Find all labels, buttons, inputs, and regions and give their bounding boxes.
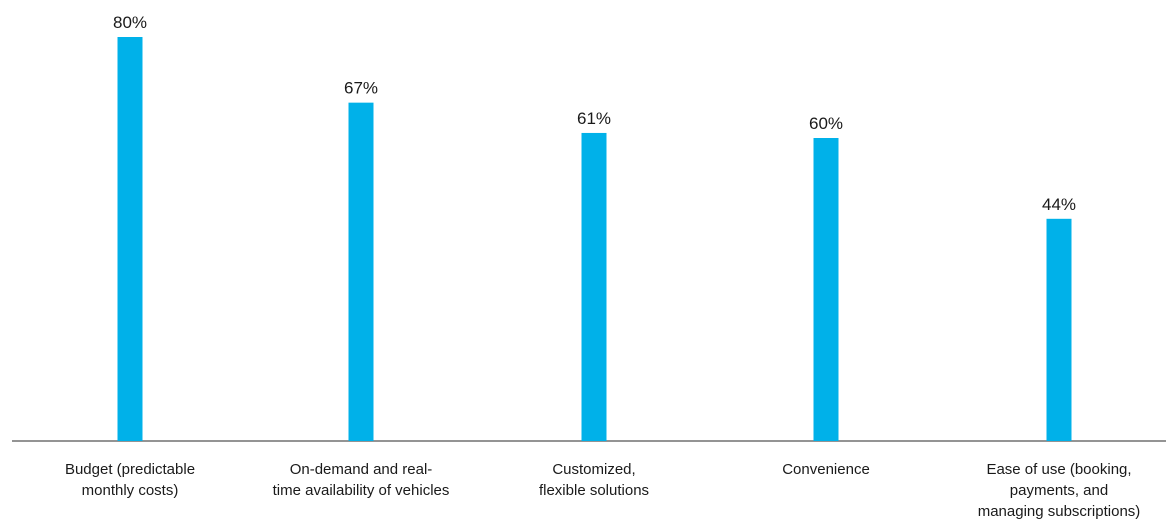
bar-4 [813, 138, 839, 441]
value-label-1: 80% [113, 13, 147, 32]
bar-5 [1046, 218, 1072, 441]
bars-group [117, 37, 1072, 442]
bar-3 [581, 132, 607, 441]
category-label-1: Budget (predictable monthly costs) [65, 461, 195, 499]
category-label-5: Ease of use (booking, payments, and managi… [978, 461, 1141, 520]
category-label-1-line-2: monthly costs) [82, 482, 179, 499]
category-label-3: Customized, flexible solutions [539, 461, 649, 499]
category-label-1-line-1: Budget (predictable [65, 461, 195, 478]
category-labels-group: Budget (predictable monthly costs) On-dema… [65, 461, 1140, 520]
bar-1 [117, 37, 143, 441]
category-label-2: On-demand and real-time availability of … [273, 461, 450, 499]
category-label-3-line-1: Customized, [552, 461, 635, 478]
bar-2 [348, 102, 374, 442]
category-label-4: Convenience [782, 461, 870, 478]
category-label-3-line-2: flexible solutions [539, 482, 649, 499]
value-labels-group: 80% 67% 61% 60% 44% [113, 13, 1076, 214]
category-label-5-line-2: payments, and [1010, 482, 1108, 499]
category-label-4-line-1: Convenience [782, 461, 870, 478]
value-label-5: 44% [1042, 195, 1076, 214]
value-label-3: 61% [577, 109, 611, 128]
category-label-5-line-3: managing subscriptions) [978, 503, 1141, 520]
category-label-2-line-1: On-demand and real- [290, 461, 433, 478]
value-label-2: 67% [344, 79, 378, 98]
value-label-4: 60% [809, 114, 843, 133]
category-label-2-line-2: time availability of vehicles [273, 482, 450, 499]
category-label-5-line-1: Ease of use (booking, [986, 461, 1131, 478]
